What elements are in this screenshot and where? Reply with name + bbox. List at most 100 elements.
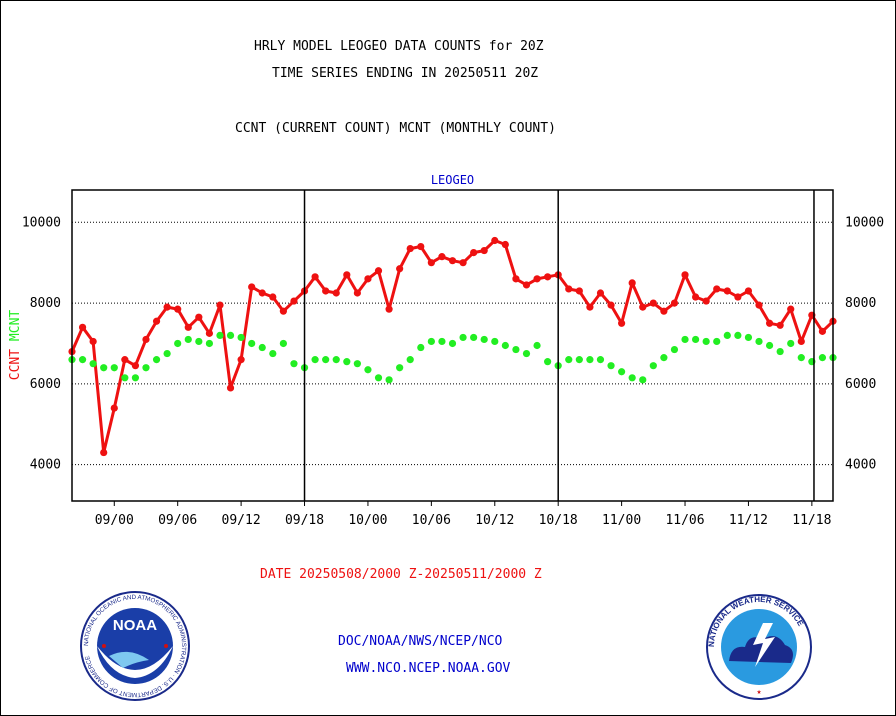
- noaa-logo-text: NOAA: [113, 617, 157, 634]
- mcnt-point: [512, 345, 520, 354]
- ccnt-point: [100, 448, 108, 457]
- mcnt-point: [205, 339, 214, 348]
- ccnt-point: [78, 323, 87, 331]
- y-tick-label-right: 6000: [845, 377, 876, 392]
- ccnt-point: [544, 273, 552, 281]
- ccnt-point: [501, 240, 509, 249]
- ccnt-point: [195, 313, 203, 321]
- mcnt-point: [385, 376, 393, 384]
- ccnt-point: [639, 303, 647, 311]
- chart-title-line-1: HRLY MODEL LEOGEO DATA COUNTS for 20Z: [254, 39, 544, 54]
- ccnt-point: [480, 246, 488, 255]
- ccnt-point: [121, 356, 129, 364]
- ccnt-point: [131, 362, 140, 370]
- mcnt-point: [765, 341, 774, 350]
- mcnt-point: [522, 349, 531, 358]
- ccnt-point: [818, 327, 827, 335]
- x-tick-label: 11/06: [665, 513, 704, 528]
- ccnt-point: [618, 319, 626, 327]
- ccnt-point: [216, 301, 224, 309]
- ccnt-point: [744, 287, 753, 295]
- y-axis-label: CCNT MCNT: [8, 310, 23, 381]
- ccnt-point: [406, 244, 414, 253]
- mcnt-point: [565, 356, 573, 364]
- mcnt-point: [607, 362, 615, 370]
- ccnt-point: [184, 323, 192, 331]
- plot-area-frame: [71, 189, 834, 502]
- mcnt-point: [618, 368, 626, 376]
- mcnt-point: [142, 364, 150, 372]
- mcnt-point: [681, 335, 689, 344]
- ccnt-point: [459, 259, 467, 267]
- ccnt-point: [174, 305, 182, 313]
- mcnt-point: [152, 356, 161, 364]
- ccnt-point: [765, 319, 774, 327]
- ccnt-point: [533, 275, 541, 283]
- mcnt-point: [438, 337, 446, 346]
- x-tick-label: 11/18: [792, 513, 831, 528]
- ccnt-point: [396, 265, 404, 273]
- mcnt-point: [670, 345, 679, 354]
- mcnt-point: [744, 333, 753, 342]
- ccnt-point: [575, 287, 583, 295]
- ccnt-point: [586, 303, 594, 311]
- ccnt-point: [258, 289, 266, 297]
- mcnt-point: [121, 374, 129, 382]
- ccnt-point: [142, 335, 150, 344]
- mcnt-point: [544, 358, 552, 366]
- x-tick-label: 09/18: [285, 513, 324, 528]
- ccnt-point: [607, 301, 615, 309]
- mcnt-point: [575, 356, 583, 364]
- mcnt-point: [216, 331, 224, 340]
- ccnt-point: [353, 289, 361, 297]
- ccnt-point: [279, 307, 287, 315]
- x-tick-label: 09/12: [222, 513, 261, 528]
- ccnt-point: [660, 307, 668, 315]
- mcnt-point: [628, 374, 636, 382]
- mcnt-point: [639, 376, 647, 384]
- ccnt-point: [734, 293, 742, 301]
- x-tick-label: 11/00: [602, 513, 641, 528]
- mcnt-point: [184, 335, 192, 344]
- mcnt-point: [406, 356, 414, 364]
- mcnt-point: [374, 374, 383, 382]
- mcnt-point: [776, 347, 784, 356]
- mcnt-point: [448, 339, 457, 348]
- label-layer: 4000 4000 6000 6000 8000 8000 10000 10000 09/00 0…: [8, 173, 884, 528]
- axis-layer: [71, 189, 834, 506]
- mcnt-point: [586, 356, 594, 364]
- ccnt-point: [713, 285, 721, 293]
- chart-title-line-2: TIME SERIES ENDING IN 20250511 20Z: [272, 66, 539, 81]
- nco-website-link[interactable]: WWW.NCO.NCEP.NOAA.GOV: [346, 661, 511, 676]
- ccnt-point: [649, 299, 657, 307]
- mcnt-point: [417, 343, 425, 352]
- ccnt-point: [522, 281, 531, 289]
- ccnt-point: [205, 329, 214, 337]
- x-tick-label: 10/18: [539, 513, 578, 528]
- mcnt-point: [480, 335, 488, 344]
- mcnt-point: [226, 331, 235, 340]
- ccnt-point: [596, 289, 605, 297]
- x-tick-label: 09/00: [95, 513, 134, 528]
- chart-title: LEOGEO: [431, 173, 474, 187]
- mcnt-point: [818, 354, 827, 362]
- mcnt-point: [322, 356, 330, 364]
- mcnt-point: [78, 356, 87, 364]
- ccnt-point: [691, 293, 700, 301]
- y-tick-label-right: 10000: [845, 215, 884, 230]
- mcnt-point: [713, 337, 721, 346]
- ccnt-point: [110, 404, 118, 412]
- chart-subtitle: CCNT (CURRENT COUNT) MCNT (MONTHLY COUNT…: [235, 121, 556, 136]
- ccnt-point: [364, 275, 372, 283]
- ccnt-point: [565, 285, 573, 293]
- ccnt-point: [248, 283, 256, 291]
- x-tick-label: 10/00: [348, 513, 387, 528]
- mcnt-point: [195, 337, 203, 346]
- doc-noaa-link[interactable]: DOC/NOAA/NWS/NCEP/NCO: [338, 634, 503, 649]
- ccnt-point: [152, 317, 161, 325]
- ccnt-point: [332, 289, 340, 297]
- ccnt-point: [755, 301, 763, 309]
- mcnt-point: [343, 358, 351, 366]
